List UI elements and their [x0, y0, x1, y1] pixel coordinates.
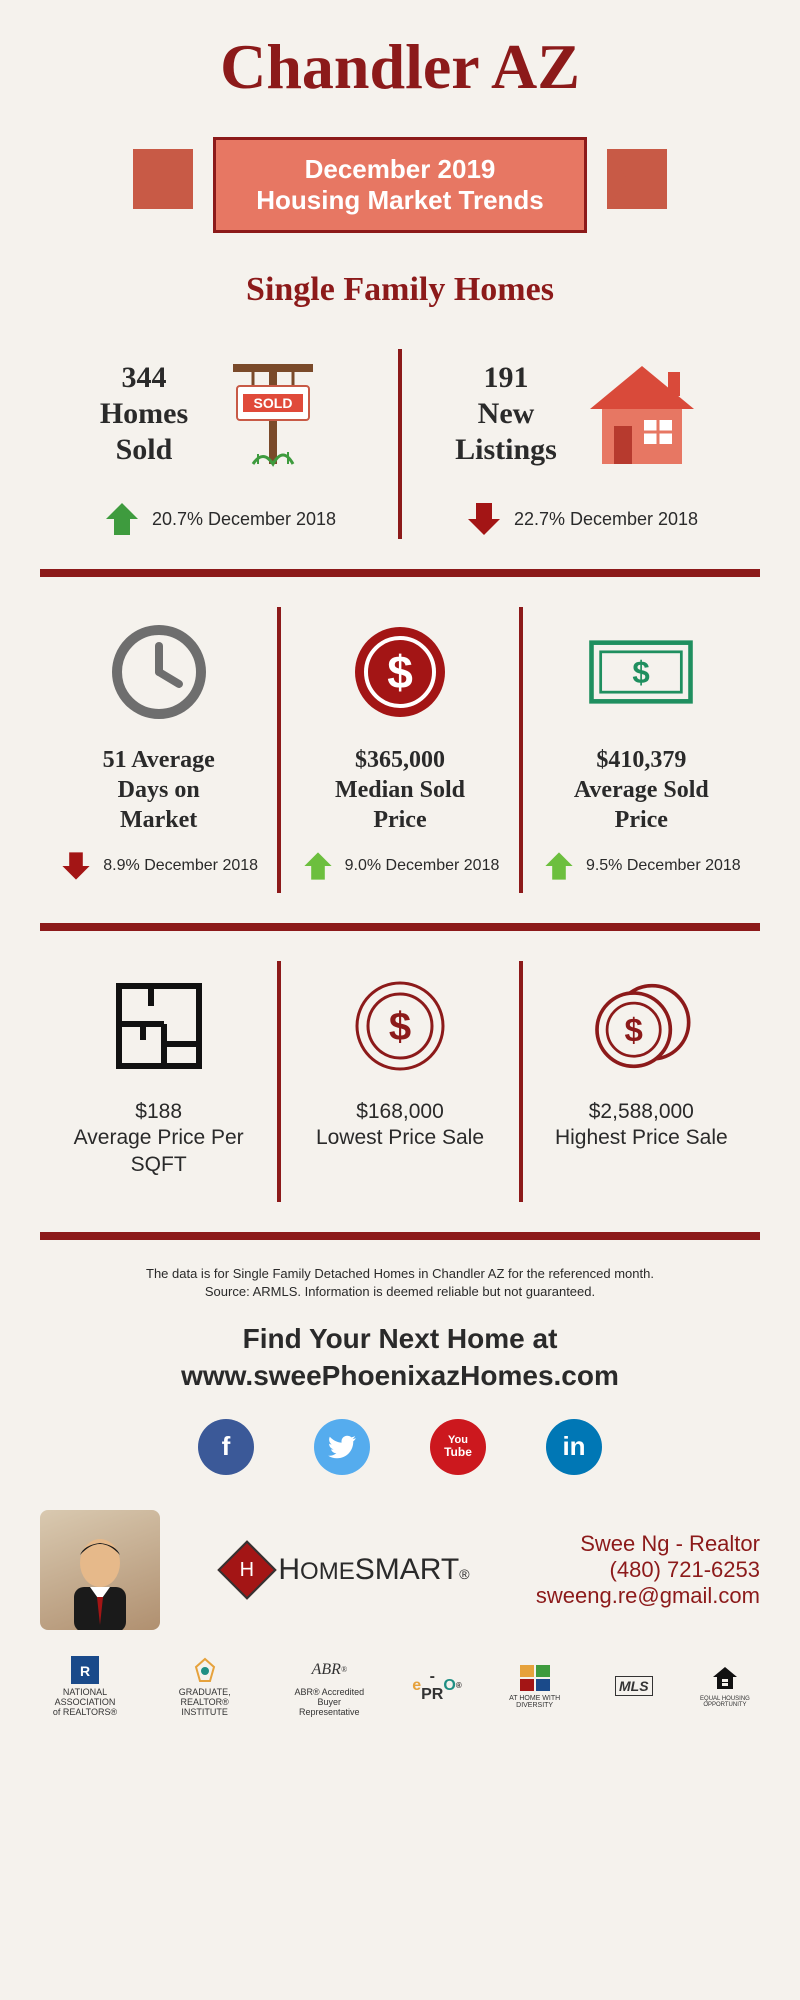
- linkedin-link[interactable]: in: [546, 1419, 602, 1475]
- badge-epro: e-PRO®: [419, 1671, 455, 1701]
- subtitle: Single Family Homes: [20, 271, 780, 309]
- median-compare: 9.0% December 2018: [301, 849, 500, 883]
- arrow-down-icon: [464, 499, 504, 539]
- realtor-avatar: [40, 1510, 160, 1630]
- clock-icon: [104, 617, 214, 727]
- average-compare: 9.5% December 2018: [542, 849, 741, 883]
- brand-logo: H HOMESMART®: [226, 1549, 469, 1591]
- arrow-up-icon: [542, 849, 576, 883]
- days-compare: 8.9% December 2018: [59, 849, 258, 883]
- ribbon: .ribbon-tail-left::after{border-top-colo…: [163, 119, 637, 251]
- svg-text:R: R: [80, 1663, 90, 1679]
- twitter-link[interactable]: [314, 1419, 370, 1475]
- social-row: f YouTube in: [40, 1419, 760, 1475]
- average-price: $410,379 Average Sold Price: [574, 745, 709, 835]
- youtube-link[interactable]: YouTube: [430, 1419, 486, 1475]
- svg-text:$: $: [387, 646, 413, 698]
- footer: The data is for Single Family Detached H…: [0, 1240, 800, 1747]
- coins-outline-icon: $: [586, 971, 696, 1081]
- divider: [40, 569, 760, 577]
- badge-nar: R NATIONAL ASSOCIATION of REALTORS®: [50, 1655, 120, 1717]
- median-price: $365,000 Median Sold Price: [335, 745, 465, 835]
- contact-row: H HOMESMART® Swee Ng - Realtor (480) 721…: [40, 1500, 760, 1655]
- divider: [40, 923, 760, 931]
- low-stats: $188 Average Price Per SQFT $ $168,000 L…: [0, 931, 800, 1232]
- bill-icon: $: [586, 617, 696, 727]
- divider: [40, 1232, 760, 1240]
- certification-badges: R NATIONAL ASSOCIATION of REALTORS® GRAD…: [40, 1655, 760, 1717]
- arrow-up-icon: [102, 499, 142, 539]
- disclaimer: The data is for Single Family Detached H…: [40, 1265, 760, 1301]
- arrow-down-icon: [59, 849, 93, 883]
- ribbon-line1: December 2019: [256, 154, 544, 185]
- price-per-sqft: $188 Average Price Per SQFT: [50, 1099, 267, 1178]
- cta: Find Your Next Home at www.sweePhoenixaz…: [40, 1321, 760, 1394]
- coin-outline-icon: $: [345, 971, 455, 1081]
- floorplan-icon: [104, 971, 214, 1081]
- homes-sold-stat: 344 Homes Sold: [100, 360, 188, 468]
- lowest-price: $168,000 Lowest Price Sale: [316, 1099, 484, 1152]
- new-listings-compare: 22.7% December 2018: [417, 499, 745, 539]
- main-title: Chandler AZ: [20, 30, 780, 104]
- arrow-up-icon: [301, 849, 335, 883]
- coin-icon: $: [345, 617, 455, 727]
- house-icon: [577, 349, 707, 479]
- svg-text:$: $: [625, 1012, 643, 1049]
- badge-gri: GRADUATE, REALTOR® INSTITUTE: [170, 1655, 240, 1717]
- contact-info: Swee Ng - Realtor (480) 721-6253 sweeng.…: [536, 1531, 760, 1609]
- badge-mls: R MLS: [614, 1671, 650, 1701]
- header: Chandler AZ .ribbon-tail-left::after{bor…: [0, 0, 800, 319]
- mid-stats: 51 Average Days on Market 8.9% December …: [0, 577, 800, 923]
- homes-sold-compare: 20.7% December 2018: [55, 499, 383, 539]
- highest-price: $2,588,000 Highest Price Sale: [555, 1099, 728, 1152]
- new-listings-stat: 191 New Listings: [455, 360, 557, 468]
- sold-sign-icon: SOLD: [208, 349, 338, 479]
- svg-text:SOLD: SOLD: [254, 395, 293, 411]
- days-on-market: 51 Average Days on Market: [103, 745, 215, 835]
- ribbon-line2: Housing Market Trends: [256, 185, 544, 216]
- svg-text:$: $: [633, 655, 650, 690]
- facebook-link[interactable]: f: [198, 1419, 254, 1475]
- twitter-icon: [327, 1432, 357, 1462]
- top-stats: 344 Homes Sold SOLD: [0, 319, 800, 569]
- badge-diversity: AT HOME WITH DIVERSITY: [505, 1663, 565, 1709]
- svg-text:$: $: [389, 1005, 411, 1049]
- badge-abr: ABR® ABR® Accredited Buyer Representativ…: [289, 1655, 369, 1717]
- badge-eho: EQUAL HOUSING OPPORTUNITY: [700, 1664, 750, 1708]
